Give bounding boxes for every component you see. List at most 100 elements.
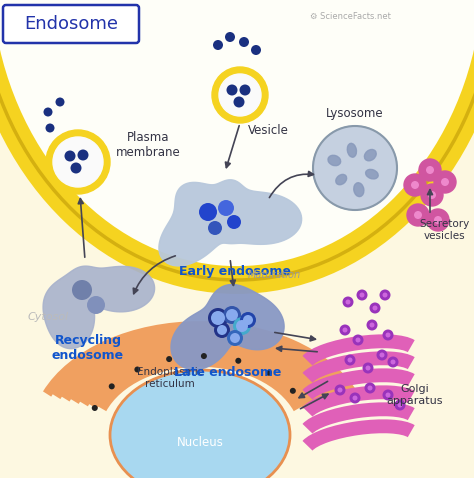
Circle shape [236,320,248,332]
Text: Golgi
apparatus: Golgi apparatus [387,384,443,406]
Circle shape [64,151,75,162]
Circle shape [109,383,115,390]
Circle shape [87,296,105,314]
Ellipse shape [110,370,290,478]
Circle shape [239,37,249,47]
Text: Endoplasmic
reticulum: Endoplasmic reticulum [137,367,203,389]
Circle shape [199,203,217,221]
Circle shape [213,40,223,50]
Circle shape [353,395,357,401]
Circle shape [380,290,391,301]
Circle shape [201,353,207,359]
Circle shape [72,280,92,300]
Circle shape [380,352,384,358]
Circle shape [383,390,393,401]
Circle shape [373,305,377,311]
Circle shape [385,392,391,398]
Circle shape [367,385,373,391]
Circle shape [366,319,377,330]
Circle shape [243,315,253,325]
Circle shape [356,337,361,343]
Circle shape [313,126,397,210]
Circle shape [404,174,426,196]
Circle shape [407,204,429,226]
Circle shape [335,384,346,395]
Text: Cytosol: Cytosol [28,312,69,322]
Circle shape [419,159,441,181]
Circle shape [343,296,354,307]
Circle shape [166,356,172,362]
Circle shape [347,358,353,362]
Circle shape [214,322,230,338]
Circle shape [363,362,374,373]
Circle shape [227,330,243,346]
Circle shape [414,211,422,219]
Text: Plasma
membrane: Plasma membrane [116,131,181,159]
Polygon shape [0,50,474,478]
Circle shape [434,216,442,224]
Polygon shape [159,180,301,266]
Circle shape [427,209,449,231]
Circle shape [227,85,237,96]
Circle shape [421,184,443,206]
Circle shape [78,150,89,161]
Circle shape [426,166,434,174]
Circle shape [211,311,225,325]
Circle shape [428,191,436,199]
Circle shape [226,309,238,321]
Text: Endosome: Endosome [24,15,118,33]
Circle shape [223,306,241,324]
Polygon shape [171,284,284,369]
Circle shape [208,221,222,235]
Circle shape [345,355,356,366]
Circle shape [46,123,55,132]
Circle shape [240,312,256,328]
Circle shape [370,303,381,314]
Circle shape [225,32,235,42]
Text: Early endosome: Early endosome [179,265,291,279]
Circle shape [383,329,393,340]
Circle shape [233,317,251,335]
Circle shape [208,308,228,328]
Text: Secretory
vesicles: Secretory vesicles [420,219,470,241]
Circle shape [134,367,140,372]
Circle shape [235,358,241,364]
Circle shape [411,181,419,189]
Circle shape [349,392,361,403]
FancyBboxPatch shape [3,5,139,43]
Circle shape [234,97,245,108]
Circle shape [383,293,388,297]
Circle shape [239,85,250,96]
Circle shape [359,293,365,297]
Circle shape [434,171,456,193]
Circle shape [343,327,347,333]
Ellipse shape [354,183,364,196]
Circle shape [44,108,53,117]
Circle shape [398,402,402,408]
Text: Nucleus: Nucleus [176,436,223,449]
Circle shape [71,163,82,174]
Circle shape [339,325,350,336]
Circle shape [53,137,103,187]
Circle shape [218,200,234,216]
Ellipse shape [365,169,378,179]
Text: Maturation: Maturation [248,270,301,280]
Circle shape [230,333,240,343]
Circle shape [394,400,405,411]
Circle shape [365,366,371,370]
Circle shape [441,178,449,186]
Circle shape [337,388,343,392]
Circle shape [227,215,241,229]
Circle shape [385,333,391,337]
Ellipse shape [328,155,341,166]
Ellipse shape [347,143,356,157]
Circle shape [251,45,261,55]
Polygon shape [43,266,155,348]
Circle shape [219,74,261,116]
Circle shape [217,325,227,335]
Text: Recycling
endosome: Recycling endosome [52,334,124,362]
Circle shape [290,388,296,394]
Text: ⚙ ScienceFacts.net: ⚙ ScienceFacts.net [310,11,391,21]
Ellipse shape [365,150,376,161]
Text: Late endosome: Late endosome [174,366,282,379]
